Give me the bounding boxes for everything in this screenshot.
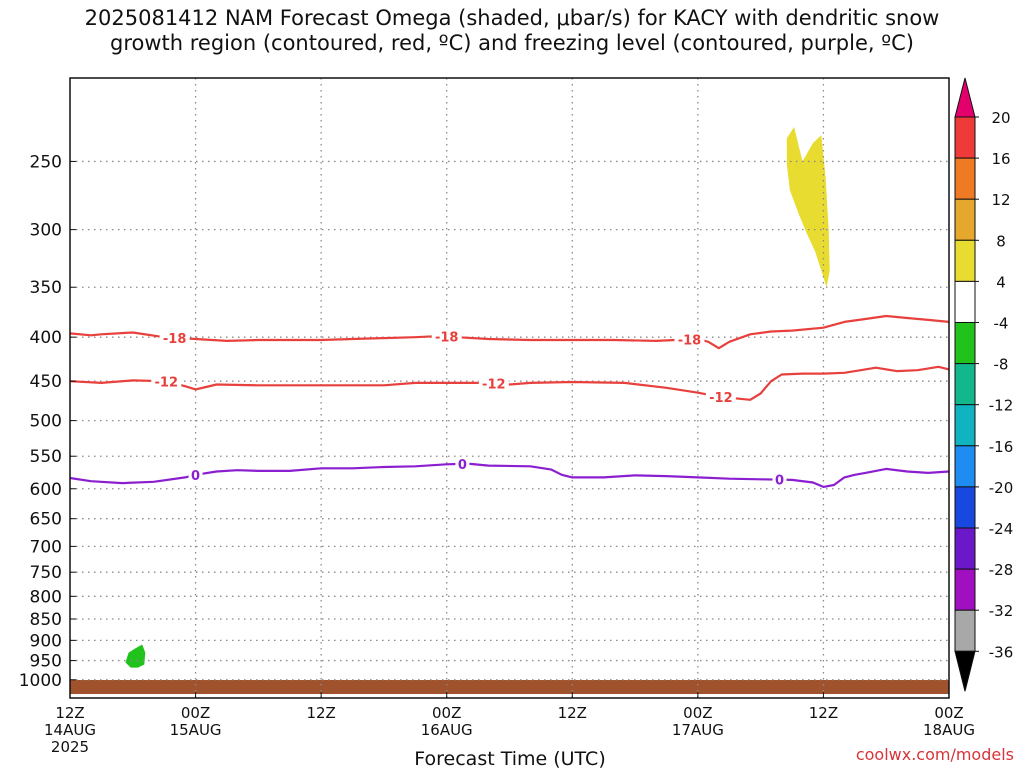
contour-label: -18 [163, 332, 187, 347]
y-tick-label: 550 [30, 447, 62, 467]
x-tick-label: 00Z [683, 704, 712, 722]
colorbar-box [954, 363, 976, 406]
x-tick-label: 12Z [306, 704, 335, 722]
contour-label-bg [151, 374, 182, 389]
y-tick-label: 750 [30, 563, 62, 583]
y-tick-label: 1000 [19, 671, 62, 691]
contour-label-bg [188, 467, 203, 482]
colorbar-box [954, 609, 976, 652]
chart-title: 2025081412 NAM Forecast Omega (shaded, μ… [84, 6, 940, 55]
y-tick-label: 250 [30, 152, 62, 172]
contour-label-bg [772, 472, 787, 487]
y-tick-label: 350 [30, 278, 62, 298]
shaded-region-1 [125, 644, 146, 668]
colorbar-label: -4 [994, 315, 1009, 333]
contour-label: 0 [458, 458, 467, 473]
y-tick-label: 650 [30, 510, 62, 530]
x-tick-label: 12Z [809, 704, 838, 722]
credit-text: coolwx.com/models [855, 745, 1014, 764]
colorbar-label: 12 [991, 191, 1010, 209]
colorbar-bottom-arrow [954, 650, 976, 692]
contour-label: -12 [155, 376, 179, 391]
contour-line [69, 462, 950, 488]
colorbar-box [954, 527, 976, 570]
colorbar-label: -12 [989, 397, 1014, 415]
colorbar-box [954, 198, 976, 241]
contour-label-bg [478, 376, 509, 391]
contour-label-bg [674, 332, 705, 347]
terrain-strip [70, 680, 949, 694]
y-tick-label: 950 [30, 652, 62, 672]
colorbar-box [954, 322, 976, 365]
y-tick-label: 800 [30, 587, 62, 607]
x-tick-label: 12Z [55, 704, 84, 722]
y-tick-label: 400 [30, 328, 62, 348]
x-axis-label: Forecast Time (UTC) [414, 748, 605, 768]
colorbar-box [954, 445, 976, 488]
x-tick-label: 15AUG [170, 721, 222, 739]
colorbar-label: -28 [989, 561, 1014, 579]
contour-label-bg [455, 456, 470, 471]
colorbar-top-arrow [954, 77, 976, 118]
shaded-region-0 [786, 127, 830, 288]
x-tick-label: 18AUG [923, 721, 975, 739]
contour-label-bg [159, 330, 190, 345]
colorbar-box [954, 280, 976, 323]
contour-label: 0 [775, 474, 784, 489]
shaded-regions [125, 127, 830, 668]
y-tick-label: 300 [30, 221, 62, 241]
colorbar-label: 16 [991, 150, 1010, 168]
contour-label: -18 [678, 333, 702, 348]
colorbar-label: -8 [994, 356, 1009, 374]
y-tick-label: 450 [30, 372, 62, 392]
y-tick-label: 700 [30, 537, 62, 557]
plot-border [69, 77, 950, 699]
x-tick-label: 2025 [51, 738, 89, 756]
plot-frame [69, 77, 950, 699]
x-tick-label: 16AUG [421, 721, 473, 739]
contour-label: 0 [191, 469, 200, 484]
terrain [70, 680, 949, 694]
x-tick-label: 00Z [181, 704, 210, 722]
colorbar-label: 4 [996, 273, 1006, 291]
colorbar-label: 8 [996, 232, 1006, 250]
contour-label: -12 [482, 378, 506, 393]
contour-label-bg [705, 389, 736, 404]
colorbar-label: -20 [989, 479, 1014, 497]
colorbar-label: -24 [989, 520, 1014, 538]
contour-line [69, 365, 950, 401]
colorbar-box [954, 568, 976, 611]
colorbar-box [954, 157, 976, 200]
colorbar-box [954, 486, 976, 529]
contour-lines: -18 -18 -18 -12 -12 -12 0 0 0 [69, 314, 950, 489]
colorbar-label: -36 [989, 643, 1014, 661]
contour-label-bg [431, 329, 462, 344]
x-tick-label: 00Z [934, 704, 963, 722]
colorbar-label: 20 [991, 109, 1010, 127]
y-tick-label: 500 [30, 412, 62, 432]
colorbar: 20 16 12 8 4 -4 -8 -12 -16 -20 -24 -28 -32 -36 [954, 77, 1014, 692]
y-tick-label: 900 [30, 631, 62, 651]
contour-line [69, 314, 950, 350]
x-tick-label: 00Z [432, 704, 461, 722]
grid-lines [70, 78, 949, 698]
y-tick-label: 600 [30, 480, 62, 500]
colorbar-box [954, 239, 976, 282]
colorbar-label: -16 [989, 438, 1014, 456]
colorbar-box [954, 404, 976, 447]
contour-label: -18 [435, 331, 459, 346]
x-tick-label: 12Z [558, 704, 587, 722]
y-tick-label: 850 [30, 610, 62, 630]
x-tick-label: 17AUG [672, 721, 724, 739]
colorbar-label: -32 [989, 602, 1014, 620]
colorbar-box [954, 116, 976, 159]
y-axis: 2503003504004505005506006507007508008509… [19, 152, 76, 691]
contour-label: -12 [709, 391, 733, 406]
x-tick-label: 14AUG [44, 721, 96, 739]
